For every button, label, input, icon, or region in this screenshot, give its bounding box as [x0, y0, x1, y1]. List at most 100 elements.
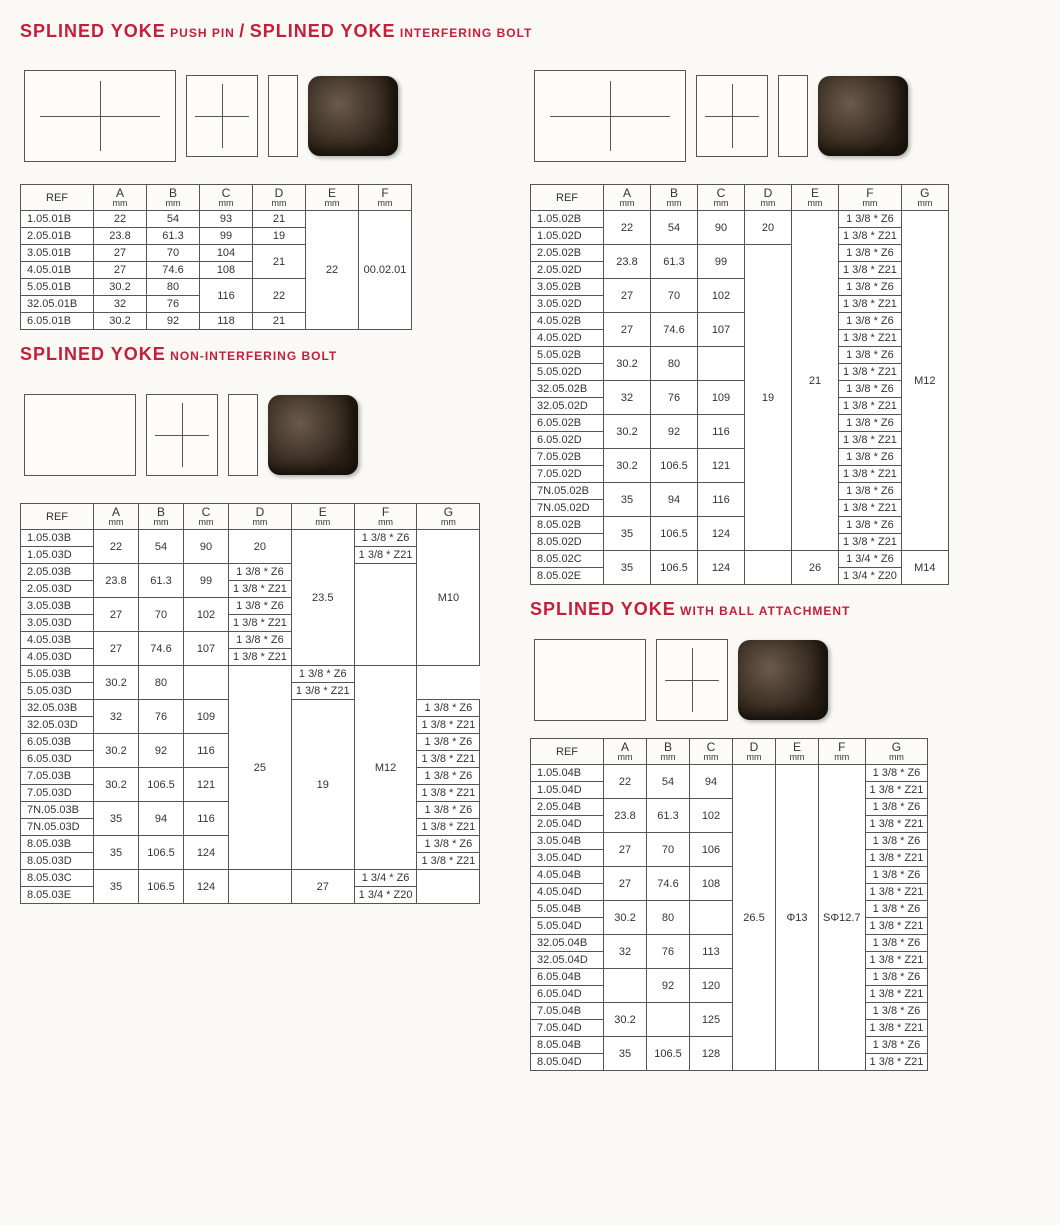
ref-cell: 7.05.02B	[531, 449, 604, 466]
col-D: Dmm	[733, 739, 776, 765]
data-cell: 70	[647, 833, 690, 867]
col-A: Amm	[604, 185, 651, 211]
data-cell: 32	[94, 700, 139, 734]
col-E: Emm	[776, 739, 819, 765]
data-cell: 108	[200, 262, 253, 279]
ref-cell: 1.05.02B	[531, 211, 604, 228]
data-cell	[184, 666, 229, 700]
data-cell: 27	[604, 313, 651, 347]
section-interfering: REFAmmBmmCmmDmmEmmFmmGmm1.05.02B22549020…	[530, 56, 1050, 585]
title-part: INTERFERING BOLT	[400, 26, 532, 40]
data-cell: 116	[200, 279, 253, 313]
ref-cell: 7.05.04B	[531, 1003, 604, 1020]
data-cell: 1 3/8 * Z6	[417, 836, 480, 853]
data-cell: 1 3/8 * Z21	[417, 717, 480, 734]
ref-cell: 8.05.03B	[21, 836, 94, 853]
data-cell: 30.2	[94, 734, 139, 768]
col-G: Gmm	[901, 185, 948, 211]
ref-cell: 32.05.03B	[21, 700, 94, 717]
data-cell: 22	[604, 765, 647, 799]
data-cell: 109	[698, 381, 745, 415]
data-cell: 1 3/8 * Z21	[229, 649, 292, 666]
ref-cell: 5.05.04D	[531, 918, 604, 935]
data-cell: 76	[139, 700, 184, 734]
data-cell: 1 3/8 * Z21	[291, 683, 354, 700]
ref-cell: 7N.05.03D	[21, 819, 94, 836]
data-cell: 21	[253, 313, 306, 330]
ref-cell: 32.05.04B	[531, 935, 604, 952]
ref-cell: 2.05.04B	[531, 799, 604, 816]
data-cell: 106	[690, 833, 733, 867]
title-ball: SPLINED YOKE WITH BALL ATTACHMENT	[530, 599, 1050, 620]
data-cell: 76	[647, 935, 690, 969]
ref-cell: 7.05.03B	[21, 768, 94, 785]
data-cell: 30.2	[604, 415, 651, 449]
ref-cell: 5.05.03D	[21, 683, 94, 700]
data-cell: 1 3/8 * Z6	[839, 381, 902, 398]
data-cell: 1 3/8 * Z6	[865, 833, 928, 850]
diagram-row	[24, 56, 510, 176]
data-cell: 30.2	[94, 666, 139, 700]
data-cell: M12	[901, 211, 948, 551]
data-cell: 32	[94, 296, 147, 313]
data-cell: 80	[651, 347, 698, 381]
data-cell: 22	[604, 211, 651, 245]
ref-cell: 32.05.04D	[531, 952, 604, 969]
ref-cell: 7.05.02D	[531, 466, 604, 483]
ref-cell: 32.05.02B	[531, 381, 604, 398]
data-cell: 1 3/8 * Z21	[839, 466, 902, 483]
ref-cell: 3.05.02B	[531, 279, 604, 296]
spec-table-push-pin: REFAmmBmmCmmDmmEmmFmm1.05.01B22549321220…	[20, 184, 412, 330]
data-cell: 94	[690, 765, 733, 799]
data-cell: 23.8	[94, 564, 139, 598]
data-cell: 22	[94, 211, 147, 228]
data-cell: 102	[690, 799, 733, 833]
data-cell: 128	[690, 1037, 733, 1071]
data-cell: 92	[147, 313, 200, 330]
data-cell: 74.6	[147, 262, 200, 279]
data-cell: 21	[253, 245, 306, 279]
data-cell: 1 3/8 * Z6	[229, 598, 292, 615]
data-cell: M14	[901, 551, 948, 585]
data-cell: 1 3/8 * Z6	[354, 530, 417, 547]
data-cell: 76	[651, 381, 698, 415]
col-D: Dmm	[253, 185, 306, 211]
data-cell: 1 3/8 * Z21	[865, 1020, 928, 1037]
data-cell: 94	[139, 802, 184, 836]
ref-cell: 4.05.02D	[531, 330, 604, 347]
data-cell: 1 3/8 * Z21	[839, 296, 902, 313]
data-cell: 80	[139, 666, 184, 700]
title-part: SPLINED YOKE	[20, 344, 166, 364]
title-non-interfering: SPLINED YOKE NON-INTERFERING BOLT	[20, 344, 510, 365]
technical-drawing	[24, 70, 176, 162]
data-cell: 1 3/8 * Z21	[417, 819, 480, 836]
data-cell: 19	[253, 228, 306, 245]
ref-cell: 4.05.03B	[21, 632, 94, 649]
ref-cell: 6.05.01B	[21, 313, 94, 330]
spec-table-non-interfering: REFAmmBmmCmmDmmEmmFmmGmm1.05.03B22549020…	[20, 503, 480, 904]
ref-cell: 4.05.04D	[531, 884, 604, 901]
col-A: Amm	[604, 739, 647, 765]
data-cell: 1 3/8 * Z21	[865, 782, 928, 799]
data-cell: 74.6	[647, 867, 690, 901]
data-cell: 23.8	[604, 245, 651, 279]
col-D: Dmm	[745, 185, 792, 211]
technical-drawing	[534, 639, 646, 721]
data-cell: 1 3/8 * Z6	[417, 802, 480, 819]
data-cell: 26	[792, 551, 839, 585]
diagram-row	[534, 630, 1050, 730]
data-cell: 74.6	[651, 313, 698, 347]
data-cell: 1 3/4 * Z6	[839, 551, 902, 568]
ref-cell: 8.05.03E	[21, 887, 94, 904]
ref-cell: 7.05.04D	[531, 1020, 604, 1037]
col-ref: REF	[531, 739, 604, 765]
data-cell: 22	[94, 530, 139, 564]
data-cell: 30.2	[604, 901, 647, 935]
data-cell: 1 3/8 * Z21	[865, 850, 928, 867]
ref-cell: 4.05.03D	[21, 649, 94, 666]
data-cell: 120	[690, 969, 733, 1003]
data-cell: 106.5	[139, 836, 184, 870]
data-cell: 1 3/8 * Z6	[229, 564, 292, 581]
data-cell: 27	[604, 867, 647, 901]
data-cell: 1 3/8 * Z21	[865, 952, 928, 969]
